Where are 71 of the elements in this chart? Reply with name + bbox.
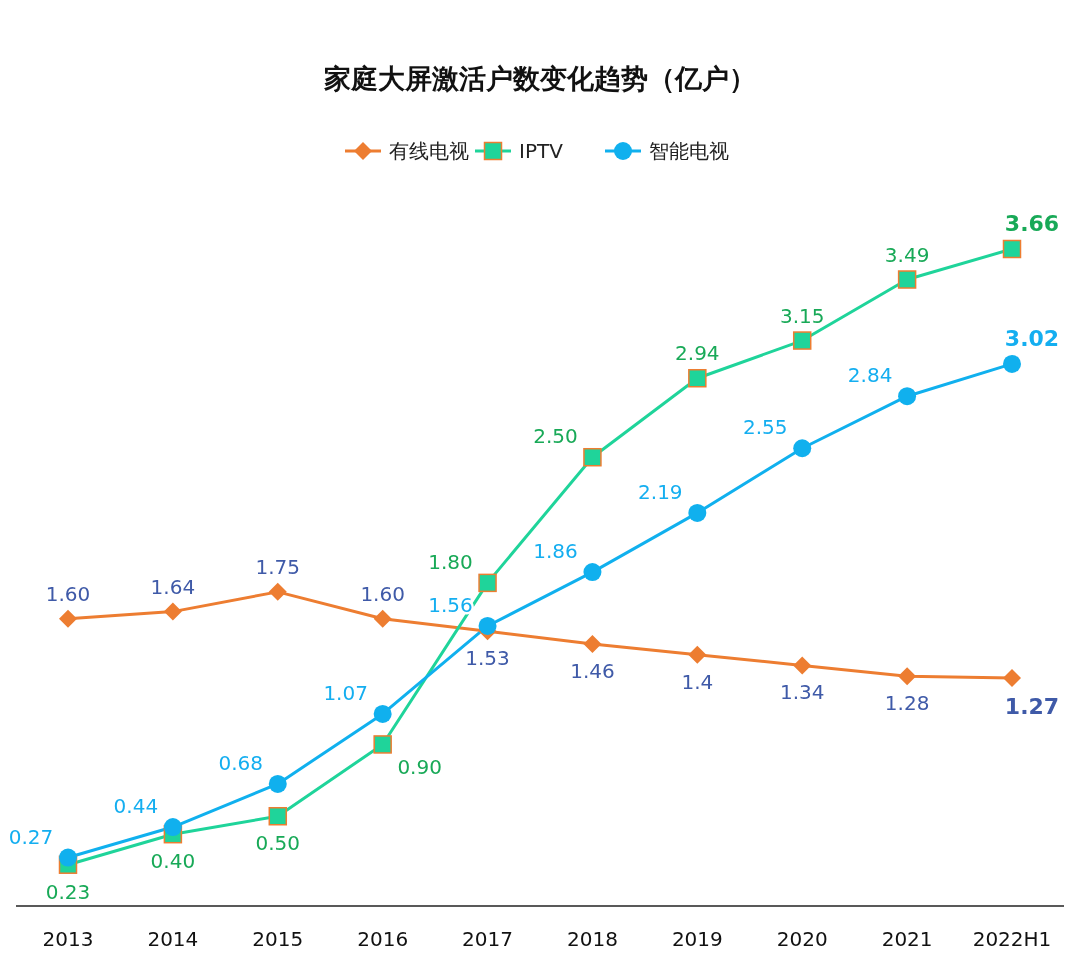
x-tick-label: 2019 — [671, 927, 723, 951]
x-tick-label: 2017 — [462, 927, 514, 951]
x-tick-label: 2014 — [147, 927, 199, 951]
point — [898, 387, 917, 406]
x-tick-label: 2022H1 — [972, 927, 1052, 951]
data-label: 0.90 — [397, 755, 442, 780]
point — [59, 609, 77, 628]
data-label: 2.84 — [847, 363, 893, 388]
point — [583, 634, 602, 653]
data-label: 1.75 — [255, 554, 301, 579]
point — [163, 602, 182, 621]
point — [268, 774, 287, 793]
x-tick-label: 2020 — [776, 927, 828, 951]
data-label: 1.27 — [1004, 694, 1060, 720]
data-label: 3.02 — [1004, 325, 1060, 351]
point — [478, 616, 497, 635]
point — [688, 503, 707, 522]
data-label: 1.80 — [428, 549, 473, 574]
data-label: 1.28 — [884, 691, 930, 716]
data-label: 1.53 — [465, 646, 510, 671]
point — [688, 645, 707, 664]
data-label: 0.23 — [45, 879, 91, 904]
point — [688, 369, 707, 388]
point — [583, 447, 602, 467]
point — [373, 735, 392, 754]
data-label: 3.66 — [1004, 211, 1060, 236]
data-label: 2.50 — [533, 424, 578, 449]
data-label: 0.40 — [150, 849, 196, 874]
x-tick-label: 2013 — [42, 927, 94, 951]
point — [373, 609, 392, 628]
data-label: 2.19 — [638, 479, 683, 504]
data-label: 1.60 — [360, 581, 405, 606]
data-label: 1.07 — [323, 680, 368, 705]
point — [793, 439, 812, 458]
data-label: 0.50 — [255, 831, 301, 856]
point — [478, 573, 497, 593]
point — [898, 667, 917, 686]
point — [897, 270, 917, 289]
point — [373, 704, 392, 723]
point — [163, 818, 182, 837]
point — [268, 807, 288, 826]
data-label: 2.94 — [675, 341, 720, 366]
x-tick-label: 2016 — [357, 927, 409, 951]
data-label: 3.15 — [779, 303, 825, 328]
data-label: 0.68 — [218, 750, 264, 775]
data-label: 1.64 — [150, 574, 196, 599]
legend-label: IPTV — [519, 139, 564, 163]
point — [1003, 669, 1021, 688]
data-label: 0.27 — [8, 824, 54, 849]
chart-title: 家庭大屏激活户数变化趋势（亿户） — [323, 63, 756, 94]
data-label: 1.60 — [45, 581, 91, 606]
x-tick-label: 2021 — [881, 927, 933, 951]
point — [268, 582, 287, 601]
point — [793, 656, 812, 675]
data-label: 1.86 — [533, 539, 578, 564]
point — [583, 563, 602, 582]
point — [792, 331, 812, 350]
point — [59, 848, 77, 867]
data-label: 1.46 — [570, 658, 615, 683]
data-label: 3.49 — [884, 242, 930, 267]
data-label: 1.4 — [681, 669, 714, 694]
data-label: 1.56 — [428, 592, 473, 617]
data-label: 2.55 — [742, 415, 788, 440]
legend-label: 有线电视 — [389, 139, 469, 163]
point — [1003, 354, 1021, 373]
x-tick-label: 2015 — [252, 927, 304, 951]
data-label: 1.34 — [779, 680, 825, 705]
x-tick-label: 2018 — [566, 927, 618, 951]
point — [1002, 239, 1022, 259]
data-label: 0.44 — [113, 794, 159, 819]
legend-label: 智能电视 — [649, 139, 729, 163]
